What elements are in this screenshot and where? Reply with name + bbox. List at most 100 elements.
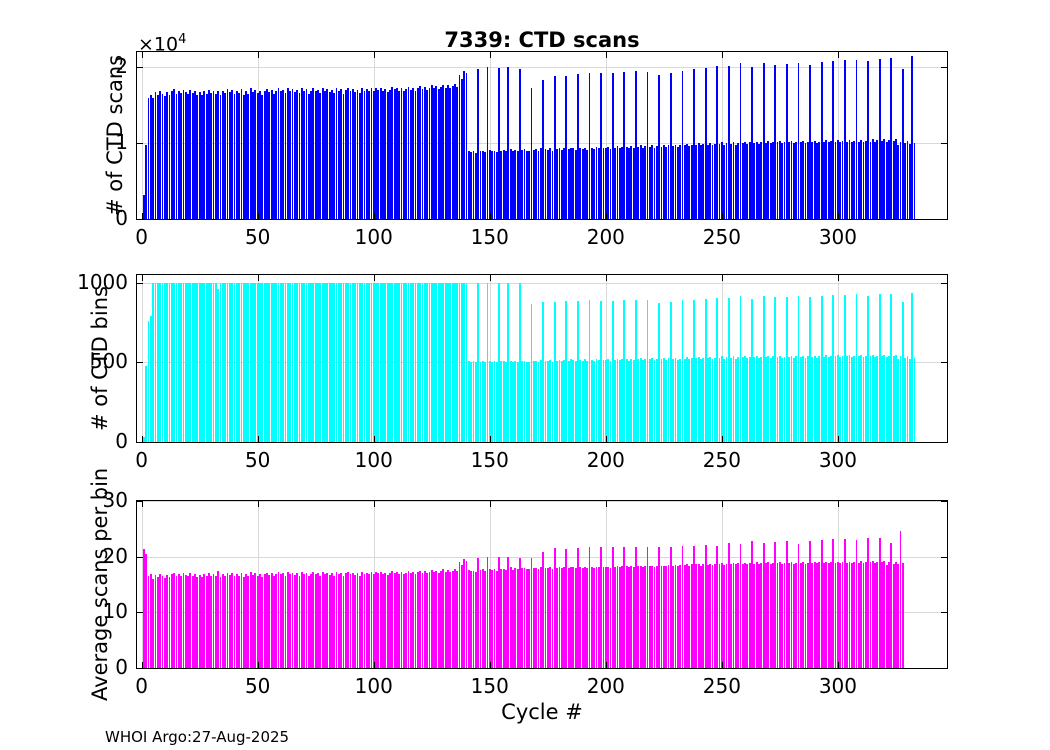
- bar: [765, 563, 767, 668]
- bar: [263, 282, 266, 442]
- bar: [630, 358, 633, 442]
- bar: [535, 567, 538, 668]
- bar: [616, 146, 619, 219]
- bar: [846, 562, 849, 668]
- bar: [628, 566, 630, 668]
- bar: [704, 67, 707, 219]
- bar: [660, 566, 663, 668]
- bar: [312, 88, 315, 219]
- bar: [871, 561, 874, 668]
- bar: [535, 149, 538, 219]
- bar: [751, 298, 753, 442]
- bar: [307, 576, 310, 668]
- bar: [245, 574, 247, 668]
- bar: [500, 361, 503, 442]
- x-tick-mark: [837, 662, 839, 669]
- bar: [741, 143, 744, 219]
- bar: [228, 282, 231, 442]
- bar: [697, 563, 700, 668]
- bar: [581, 567, 584, 668]
- bar: [514, 149, 517, 219]
- bar: [642, 360, 644, 442]
- bar: [208, 282, 210, 442]
- bar: [175, 282, 178, 442]
- x-tick-mark: [373, 662, 375, 669]
- bar: [502, 568, 505, 668]
- x-tick-label: 0: [135, 448, 148, 472]
- bar: [354, 282, 357, 442]
- bar: [163, 282, 166, 442]
- bar: [899, 531, 902, 668]
- bar: [161, 282, 164, 442]
- bar: [326, 282, 329, 442]
- bar: [479, 570, 482, 668]
- bar: [809, 297, 811, 442]
- bar: [368, 574, 370, 668]
- bar: [804, 143, 807, 219]
- bar: [537, 150, 540, 219]
- x-tick-mark: [257, 213, 259, 220]
- bar: [344, 573, 347, 668]
- x-tick-mark-top: [605, 500, 607, 507]
- bar: [614, 147, 616, 219]
- bar: [556, 567, 558, 668]
- bar: [565, 75, 568, 219]
- bar: [885, 565, 888, 668]
- bar: [393, 89, 396, 219]
- bar: [333, 575, 336, 668]
- bar: [242, 576, 245, 668]
- bar: [602, 359, 605, 442]
- bar: [212, 282, 215, 442]
- y-tick-mark-right: [941, 612, 948, 614]
- bar: [310, 90, 312, 219]
- bar: [597, 567, 600, 668]
- y-tick-label: 20: [102, 543, 128, 568]
- bar: [305, 89, 308, 219]
- bar: [660, 359, 663, 442]
- bar: [546, 149, 549, 219]
- x-tick-mark: [489, 213, 491, 220]
- bar: [477, 68, 480, 219]
- bar: [191, 282, 194, 442]
- y-tick-mark: [136, 282, 143, 284]
- bar: [189, 573, 192, 668]
- bar: [335, 282, 338, 442]
- bar: [906, 140, 909, 219]
- y-tick-label: 2: [115, 54, 128, 79]
- y-tick-mark-right: [941, 442, 948, 443]
- bar: [286, 282, 289, 442]
- bar: [830, 562, 832, 668]
- bar: [363, 573, 366, 668]
- bar: [597, 360, 600, 442]
- bar: [465, 73, 468, 219]
- bar: [210, 93, 213, 219]
- bar: [690, 564, 693, 668]
- bar: [319, 93, 322, 219]
- x-tick-mark: [257, 436, 259, 443]
- bar: [639, 145, 642, 219]
- bar: [890, 293, 893, 442]
- bar: [324, 90, 326, 219]
- bar: [474, 571, 477, 668]
- bar: [774, 64, 777, 219]
- bar: [730, 143, 733, 219]
- bar: [567, 149, 570, 219]
- bar: [883, 139, 886, 219]
- bar: [558, 567, 561, 668]
- x-tick-mark: [373, 436, 375, 443]
- bar: [414, 90, 417, 219]
- bar: [588, 72, 591, 219]
- bar: [191, 575, 194, 668]
- bar: [802, 355, 804, 442]
- bar: [170, 282, 173, 442]
- bar: [201, 576, 203, 668]
- x-tick-label: 100: [354, 674, 393, 698]
- bar: [365, 572, 368, 668]
- bar: [895, 354, 897, 442]
- bar: [284, 575, 287, 668]
- bar: [187, 282, 189, 442]
- bar: [781, 358, 784, 442]
- bar: [674, 144, 677, 219]
- bar: [286, 571, 289, 668]
- bar: [899, 356, 902, 442]
